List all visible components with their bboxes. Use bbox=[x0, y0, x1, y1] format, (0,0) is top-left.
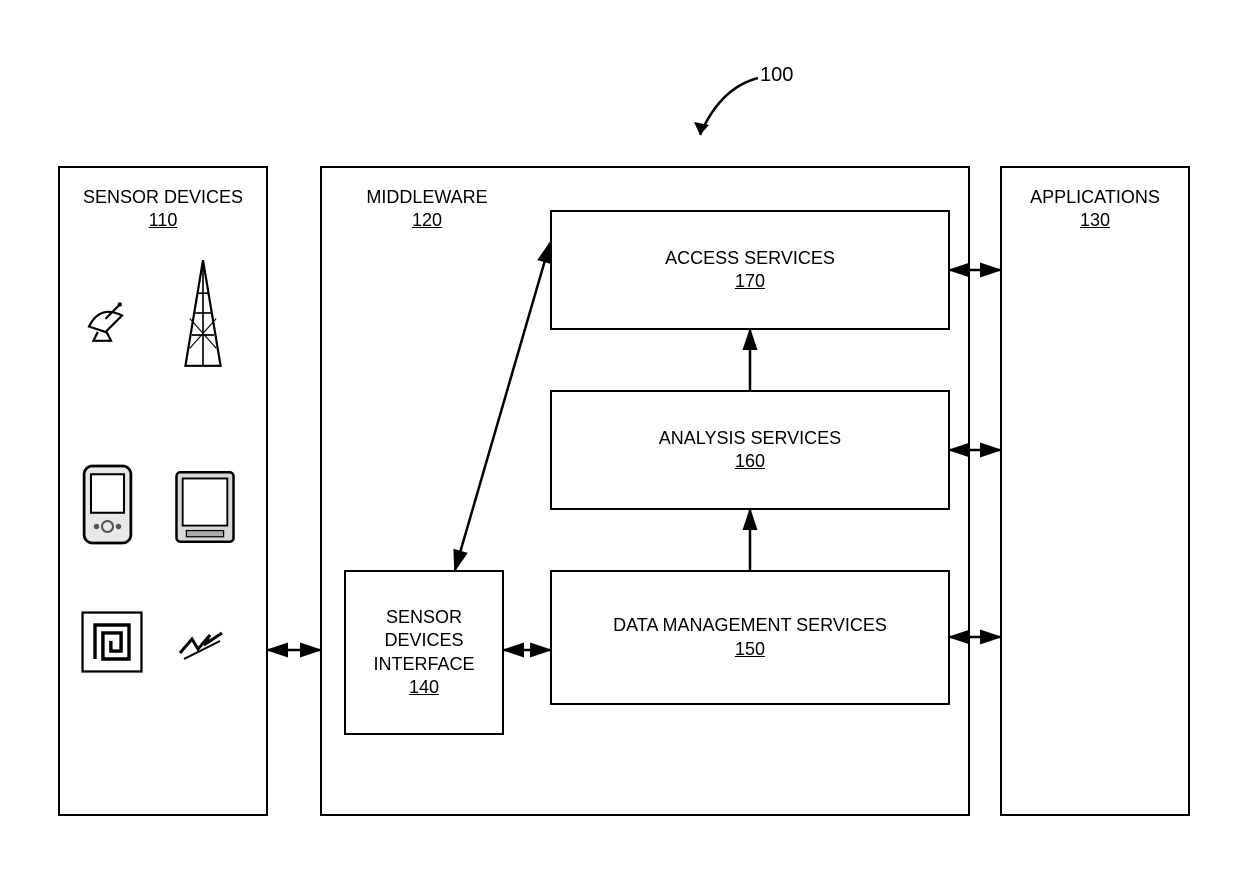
analysis-services-box: ANALYSIS SERVICES 160 bbox=[550, 390, 950, 510]
pda-icon bbox=[80, 462, 135, 547]
applications-panel: APPLICATIONS 130 bbox=[1000, 166, 1190, 816]
sensor-devices-title: SENSOR DEVICES bbox=[60, 186, 266, 209]
satellite-dish-icon bbox=[78, 288, 133, 343]
sdi-num: 140 bbox=[346, 676, 502, 699]
dms-num: 150 bbox=[613, 638, 887, 661]
access-services-title: ACCESS SERVICES bbox=[665, 247, 835, 270]
sensor-devices-num: 110 bbox=[60, 209, 266, 232]
rfid-chip-icon bbox=[78, 608, 146, 676]
antenna-tower-icon bbox=[178, 258, 228, 368]
access-services-box: ACCESS SERVICES 170 bbox=[550, 210, 950, 330]
dms-box: DATA MANAGEMENT SERVICES 150 bbox=[550, 570, 950, 705]
dms-title: DATA MANAGEMENT SERVICES bbox=[613, 614, 887, 637]
sdi-box: SENSOR DEVICES INTERFACE 140 bbox=[344, 570, 504, 735]
analysis-services-num: 160 bbox=[659, 450, 841, 473]
figure-ref-label: 100 bbox=[760, 62, 793, 88]
applications-num: 130 bbox=[1002, 209, 1188, 232]
access-services-num: 170 bbox=[665, 270, 835, 293]
sdi-title: SENSOR DEVICES INTERFACE bbox=[346, 606, 502, 676]
analysis-services-title: ANALYSIS SERVICES bbox=[659, 427, 841, 450]
middleware-num: 120 bbox=[352, 209, 502, 232]
applications-title: APPLICATIONS bbox=[1002, 186, 1188, 209]
tablet-icon bbox=[174, 468, 236, 546]
middleware-title: MIDDLEWARE bbox=[352, 186, 502, 209]
signal-icon bbox=[178, 628, 226, 664]
